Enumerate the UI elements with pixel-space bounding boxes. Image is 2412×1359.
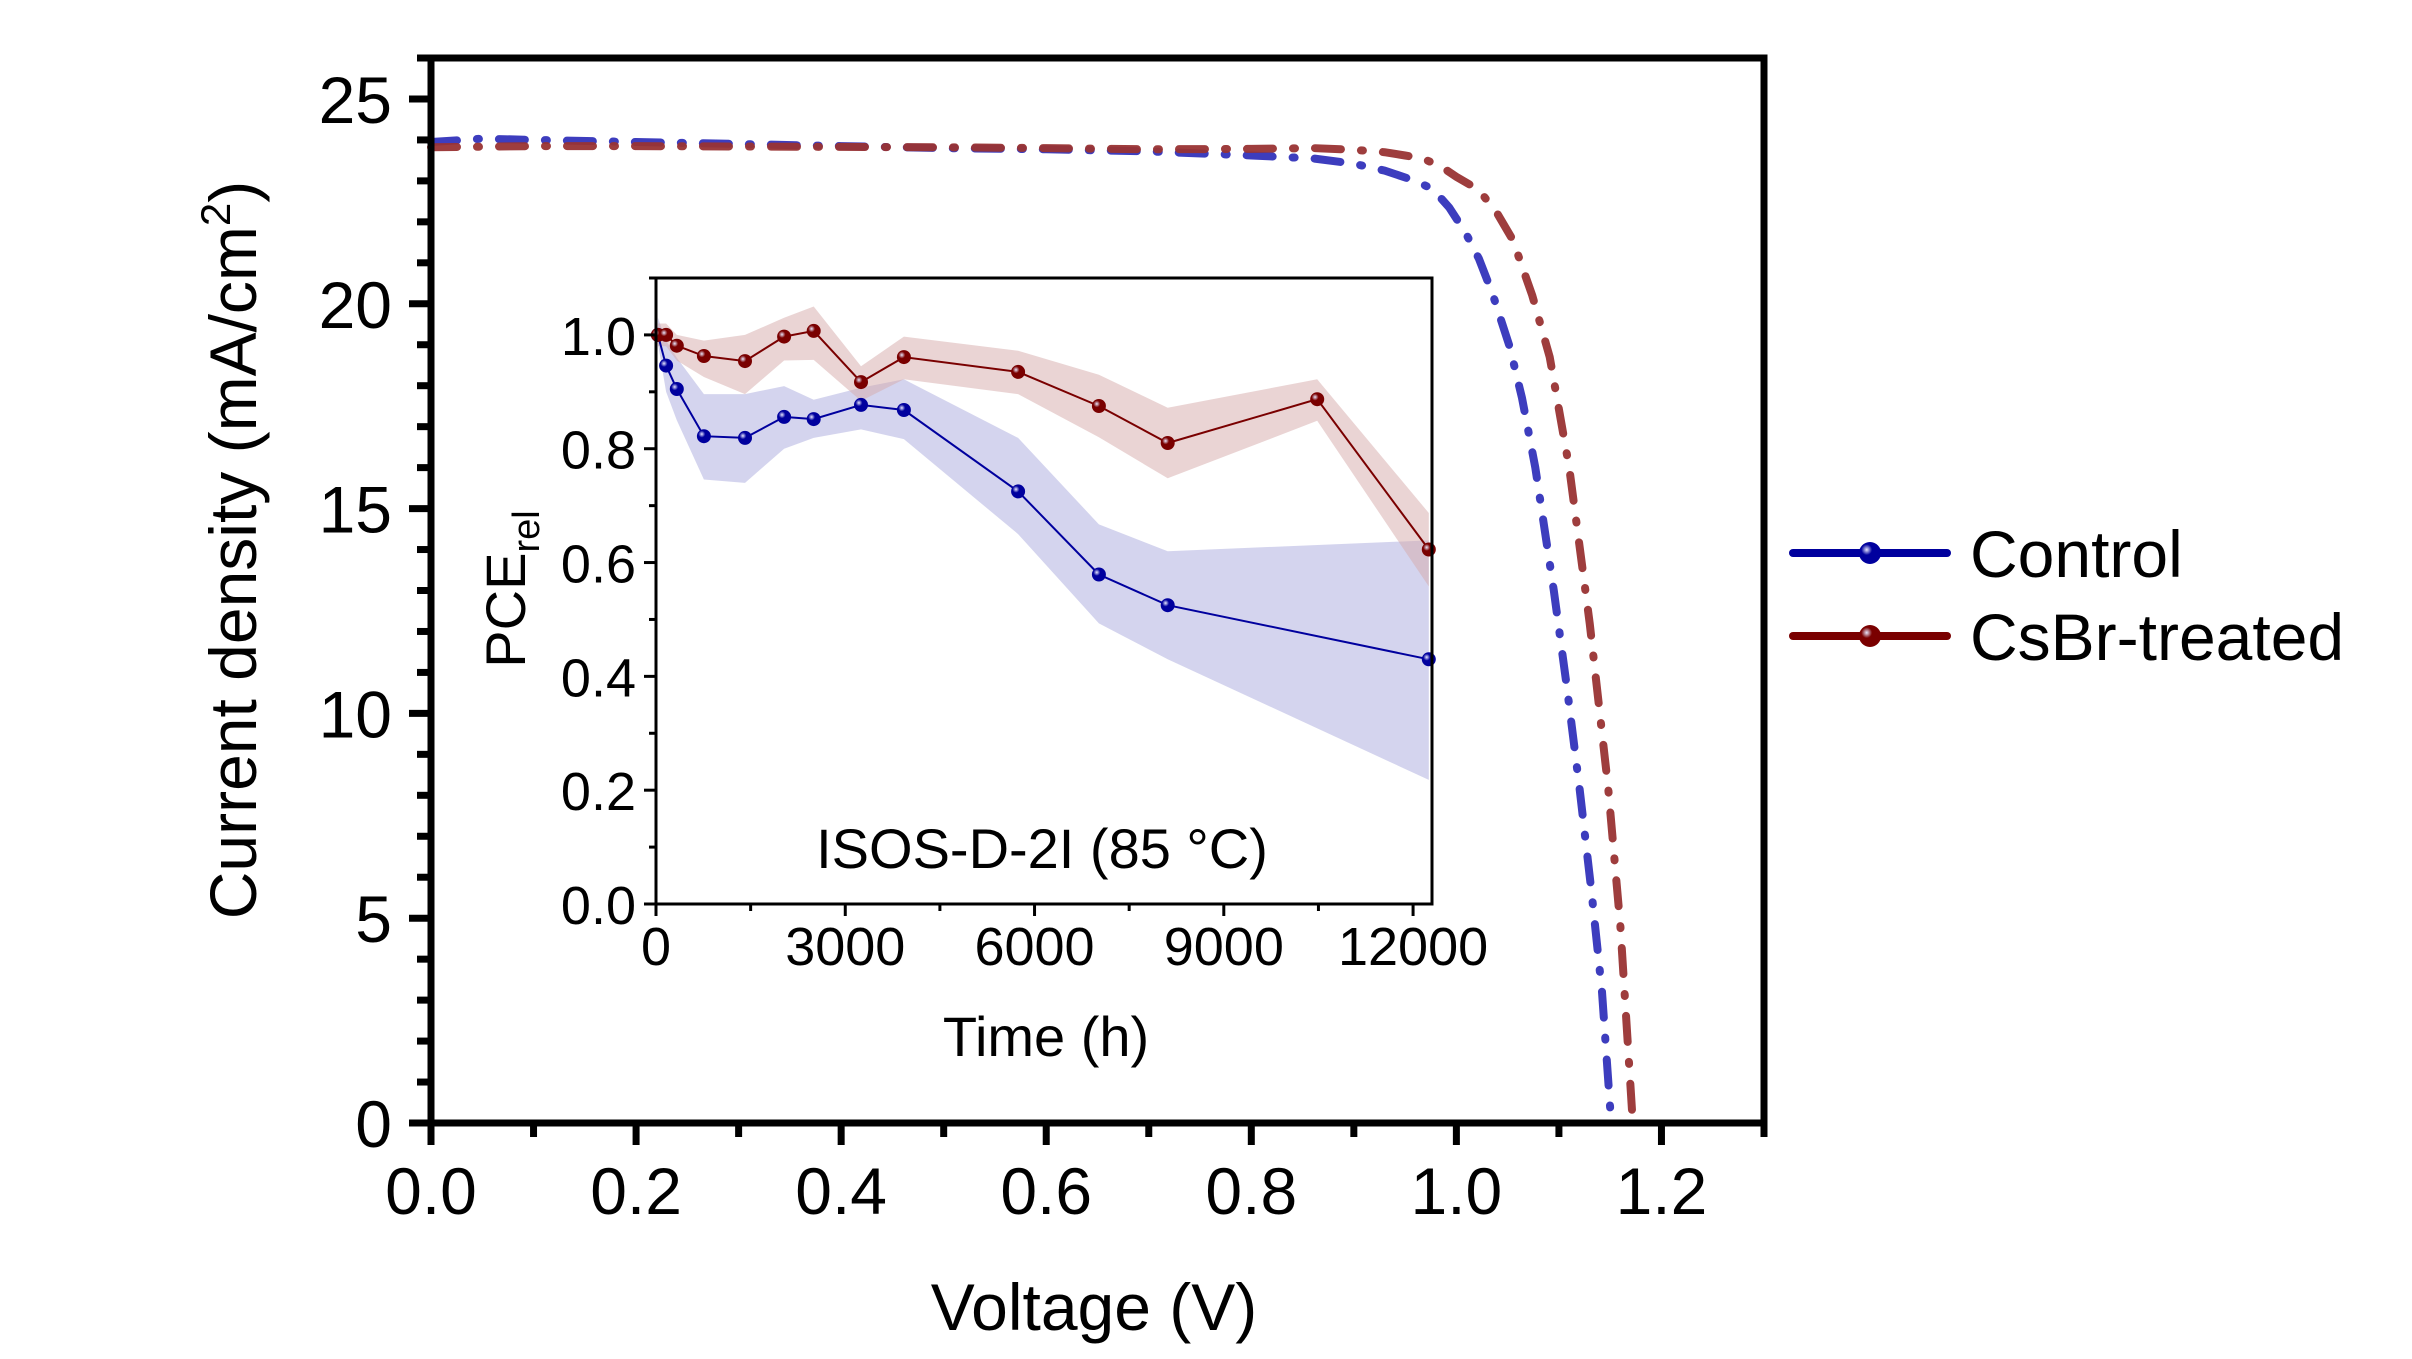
data-point-csbr-treated bbox=[669, 338, 684, 353]
inset-y-tick-label: 0.2 bbox=[561, 762, 636, 822]
main-y-axis-title-text: Current density (mA/cm bbox=[196, 226, 270, 919]
inset-y-tick-label: 0.8 bbox=[561, 421, 636, 481]
data-point-csbr-treated bbox=[1160, 436, 1175, 450]
inset-y-axis-title: PCErel bbox=[474, 510, 548, 667]
main-x-tick-label: 0.8 bbox=[1205, 1154, 1297, 1228]
inset-markers bbox=[650, 323, 1436, 667]
data-point-control bbox=[896, 403, 911, 417]
data-point-control bbox=[1160, 598, 1175, 613]
inset-y-tick-label: 0.4 bbox=[561, 648, 636, 708]
legend-label-control: Control bbox=[1970, 517, 2183, 591]
inset-y-tick-label: 1.0 bbox=[561, 307, 636, 367]
data-point-csbr-treated bbox=[696, 349, 711, 363]
data-point-control bbox=[1421, 652, 1436, 667]
error-band-control bbox=[657, 317, 1429, 780]
inset-annotation: ISOS-D-2I (85 °C) bbox=[816, 817, 1268, 880]
data-point-control bbox=[659, 358, 674, 373]
main-x-tick-label: 0.2 bbox=[590, 1154, 682, 1228]
data-point-control bbox=[669, 382, 684, 396]
data-point-csbr-treated bbox=[659, 327, 674, 342]
data-point-csbr-treated bbox=[738, 354, 752, 369]
data-point-csbr-treated bbox=[777, 329, 792, 344]
inset-y-axis-title-text: PCE bbox=[474, 553, 537, 668]
inset-y-tick-label: 0.0 bbox=[561, 876, 636, 936]
main-y-tick-label: 10 bbox=[319, 677, 392, 751]
data-point-csbr-treated bbox=[1011, 364, 1026, 379]
data-point-csbr-treated bbox=[854, 375, 868, 390]
data-point-control bbox=[738, 430, 752, 445]
inset-plot: 0 3000 6000 9000 12000 0.0 0.2 0.4 0.6 0.8 1.0 ISO… bbox=[474, 276, 1488, 1068]
inset-y-tick-label: 0.6 bbox=[561, 535, 636, 595]
legend-marker-csbr-treated bbox=[1859, 625, 1881, 647]
main-curves bbox=[427, 134, 1637, 1127]
data-point-csbr-treated bbox=[1091, 399, 1106, 413]
main-y-tick-label: 20 bbox=[319, 268, 392, 342]
main-tick-labels: 0.0 0.2 0.4 0.6 0.8 1.0 1.2 0 5 10 15 20 25 bbox=[319, 63, 1708, 1228]
main-x-tick-label: 1.0 bbox=[1411, 1154, 1503, 1228]
inset-x-tick-label: 3000 bbox=[785, 917, 905, 977]
inset-x-tick-label: 6000 bbox=[974, 917, 1094, 977]
main-y-axis-title-close: ) bbox=[196, 181, 270, 203]
inset-y-axis-title-subscript: rel bbox=[506, 510, 548, 552]
inset-ticks bbox=[644, 276, 1415, 916]
data-point-control bbox=[854, 397, 868, 412]
inset-axes-frame bbox=[654, 276, 1434, 906]
inset-bands bbox=[657, 306, 1429, 780]
main-x-tick-label: 0.6 bbox=[1000, 1154, 1092, 1228]
error-band-csbr-treated bbox=[657, 306, 1429, 587]
data-point-control bbox=[777, 409, 792, 424]
main-y-tick-label: 0 bbox=[355, 1087, 392, 1161]
legend-entry-control: Control bbox=[1789, 517, 2183, 591]
main-y-tick-label: 25 bbox=[319, 63, 392, 137]
main-x-tick-label: 0.4 bbox=[795, 1154, 887, 1228]
data-point-csbr-treated bbox=[896, 350, 911, 365]
main-y-axis-title: Current density (mA/cm2) bbox=[192, 181, 270, 920]
legend: Control CsBr-treated bbox=[1789, 517, 2344, 674]
data-point-control bbox=[696, 429, 711, 444]
data-point-control bbox=[806, 412, 821, 427]
main-x-axis-title: Voltage (V) bbox=[931, 1270, 1258, 1344]
legend-entry-csbr: CsBr-treated bbox=[1789, 600, 2344, 674]
inset-x-tick-label: 9000 bbox=[1164, 917, 1284, 977]
data-point-control bbox=[1011, 484, 1026, 499]
jv-curve-csbr-treated bbox=[427, 142, 1637, 1127]
main-x-tick-label: 1.2 bbox=[1616, 1154, 1708, 1228]
legend-marker-control bbox=[1859, 542, 1881, 564]
data-point-csbr-treated bbox=[806, 323, 821, 338]
main-axes-frame bbox=[427, 54, 1768, 1127]
data-point-control bbox=[1091, 567, 1106, 582]
main-x-tick-label: 0.0 bbox=[385, 1154, 477, 1228]
inset-tick-labels: 0 3000 6000 9000 12000 0.0 0.2 0.4 0.6 0.8 1.0 bbox=[561, 307, 1488, 977]
inset-x-tick-label: 12000 bbox=[1338, 917, 1488, 977]
main-y-tick-label: 5 bbox=[355, 882, 392, 956]
main-y-axis-title-superscript: 2 bbox=[192, 203, 239, 226]
data-point-csbr-treated bbox=[1421, 542, 1436, 557]
main-y-tick-label: 15 bbox=[319, 473, 392, 547]
inset-x-axis-title: Time (h) bbox=[943, 1005, 1149, 1068]
inset-x-tick-label: 0 bbox=[641, 917, 671, 977]
legend-label-csbr-treated: CsBr-treated bbox=[1970, 600, 2344, 674]
data-point-csbr-treated bbox=[1310, 392, 1325, 407]
